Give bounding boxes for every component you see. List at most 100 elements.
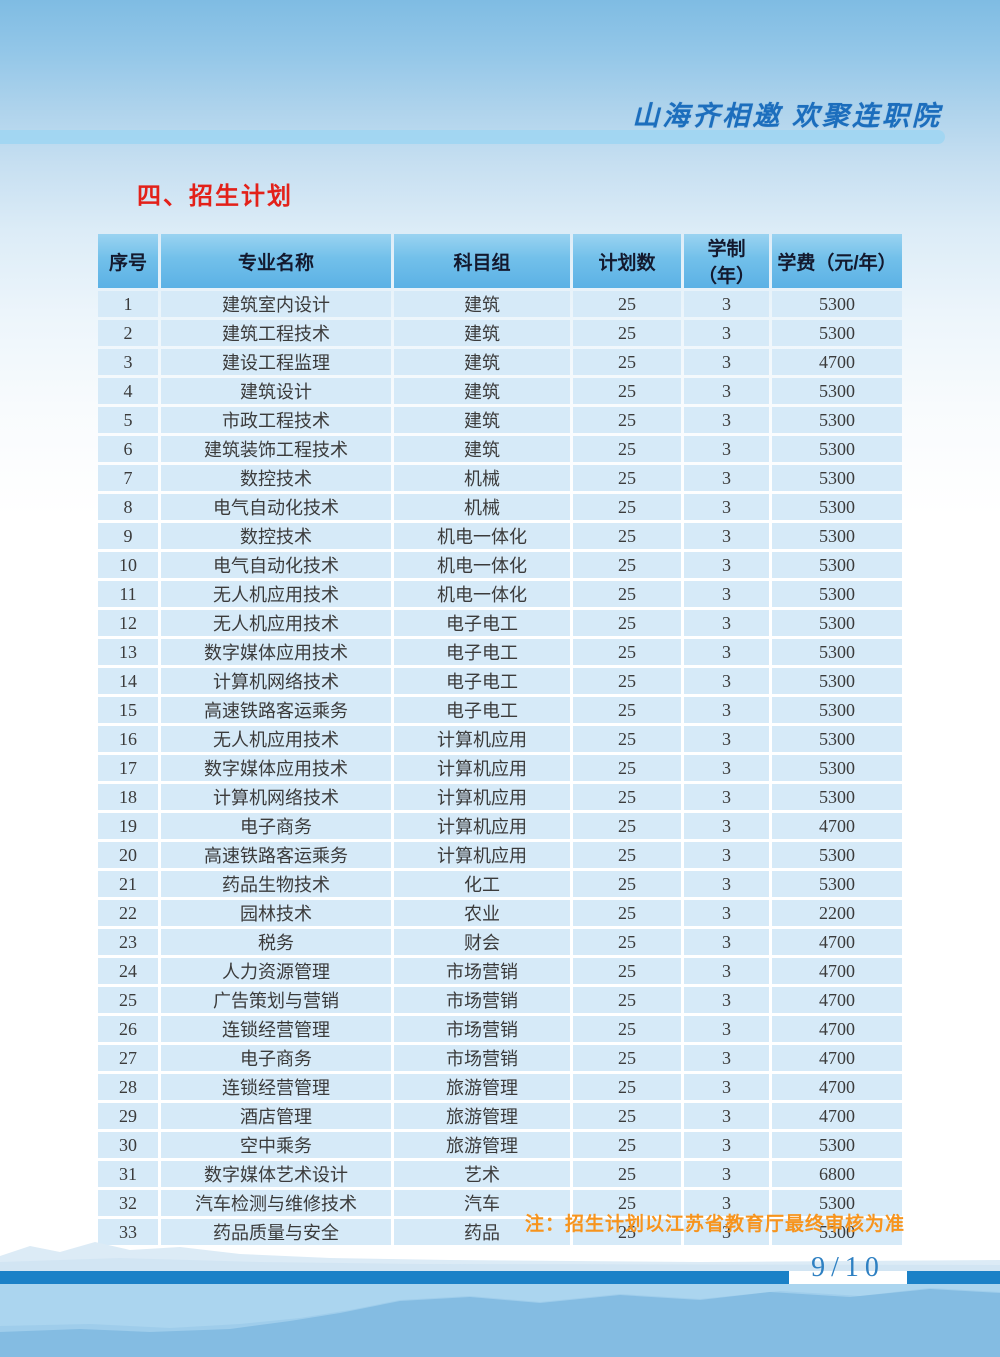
cell-subject-group: 计算机应用: [394, 755, 570, 781]
cell-years: 3: [684, 291, 769, 317]
cell-major: 电子商务: [161, 813, 391, 839]
cell-subject-group: 电子电工: [394, 668, 570, 694]
cell-subject-group: 汽车: [394, 1190, 570, 1216]
cell-plan: 25: [573, 1190, 681, 1216]
cell-fee: 5300: [772, 378, 902, 404]
table-row: 20 高速铁路客运乘务 计算机应用 25 3 5300: [98, 842, 902, 868]
cell-no: 6: [98, 436, 158, 462]
cell-subject-group: 建筑: [394, 320, 570, 346]
cell-subject-group: 市场营销: [394, 958, 570, 984]
cell-major: 电气自动化技术: [161, 494, 391, 520]
cell-fee: 4700: [772, 987, 902, 1013]
cell-subject-group: 药品: [394, 1219, 570, 1245]
cell-fee: 4700: [772, 958, 902, 984]
header-bar: [0, 130, 945, 144]
cell-no: 33: [98, 1219, 158, 1245]
cell-plan: 25: [573, 1045, 681, 1071]
cell-years: 3: [684, 465, 769, 491]
cell-major: 连锁经营管理: [161, 1016, 391, 1042]
table-row: 3 建设工程监理 建筑 25 3 4700: [98, 349, 902, 375]
cell-plan: 25: [573, 842, 681, 868]
table-row: 25 广告策划与营销 市场营销 25 3 4700: [98, 987, 902, 1013]
cell-plan: 25: [573, 958, 681, 984]
cell-subject-group: 市场营销: [394, 1045, 570, 1071]
cell-plan: 25: [573, 581, 681, 607]
cell-plan: 25: [573, 320, 681, 346]
cell-subject-group: 计算机应用: [394, 842, 570, 868]
cell-fee: 5300: [772, 1190, 902, 1216]
cell-subject-group: 机械: [394, 465, 570, 491]
cell-major: 高速铁路客运乘务: [161, 842, 391, 868]
cell-years: 3: [684, 987, 769, 1013]
cell-no: 2: [98, 320, 158, 346]
cell-no: 16: [98, 726, 158, 752]
table-row: 17 数字媒体应用技术 计算机应用 25 3 5300: [98, 755, 902, 781]
cell-no: 17: [98, 755, 158, 781]
table-row: 9 数控技术 机电一体化 25 3 5300: [98, 523, 902, 549]
cell-major: 无人机应用技术: [161, 726, 391, 752]
cell-plan: 25: [573, 610, 681, 636]
cell-major: 数字媒体应用技术: [161, 755, 391, 781]
cell-fee: 5300: [772, 668, 902, 694]
cell-fee: 4700: [772, 1016, 902, 1042]
cell-plan: 25: [573, 552, 681, 578]
cell-subject-group: 机电一体化: [394, 523, 570, 549]
table-row: 8 电气自动化技术 机械 25 3 5300: [98, 494, 902, 520]
cell-years: 3: [684, 726, 769, 752]
enrollment-plan-table: 序号 专业名称 科目组 计划数 学制（年） 学费（元/年） 1 建筑室内设计 建…: [95, 231, 905, 1248]
cell-major: 建筑装饰工程技术: [161, 436, 391, 462]
cell-major: 园林技术: [161, 900, 391, 926]
table-row: 33 药品质量与安全 药品 25 3 5300: [98, 1219, 902, 1245]
table-row: 1 建筑室内设计 建筑 25 3 5300: [98, 291, 902, 317]
cell-major: 数字媒体应用技术: [161, 639, 391, 665]
cell-plan: 25: [573, 465, 681, 491]
table-row: 7 数控技术 机械 25 3 5300: [98, 465, 902, 491]
table-row: 30 空中乘务 旅游管理 25 3 5300: [98, 1132, 902, 1158]
cell-plan: 25: [573, 1161, 681, 1187]
table-row: 26 连锁经营管理 市场营销 25 3 4700: [98, 1016, 902, 1042]
cell-plan: 25: [573, 987, 681, 1013]
cell-major: 建筑设计: [161, 378, 391, 404]
cell-subject-group: 计算机应用: [394, 726, 570, 752]
cell-no: 18: [98, 784, 158, 810]
cell-no: 31: [98, 1161, 158, 1187]
col-header-fee: 学费（元/年）: [772, 234, 902, 288]
cell-subject-group: 建筑: [394, 291, 570, 317]
cell-plan: 25: [573, 726, 681, 752]
table-row: 31 数字媒体艺术设计 艺术 25 3 6800: [98, 1161, 902, 1187]
cell-fee: 5300: [772, 726, 902, 752]
cell-major: 建筑工程技术: [161, 320, 391, 346]
cell-no: 3: [98, 349, 158, 375]
cell-years: 3: [684, 958, 769, 984]
cell-plan: 25: [573, 784, 681, 810]
section-title: 四、招生计划: [137, 183, 293, 210]
cell-no: 5: [98, 407, 158, 433]
cell-subject-group: 建筑: [394, 378, 570, 404]
cell-fee: 4700: [772, 813, 902, 839]
cell-no: 22: [98, 900, 158, 926]
table-row: 22 园林技术 农业 25 3 2200: [98, 900, 902, 926]
cell-subject-group: 农业: [394, 900, 570, 926]
cell-no: 4: [98, 378, 158, 404]
table-row: 13 数字媒体应用技术 电子电工 25 3 5300: [98, 639, 902, 665]
cell-fee: 5300: [772, 755, 902, 781]
cell-subject-group: 旅游管理: [394, 1132, 570, 1158]
cell-no: 28: [98, 1074, 158, 1100]
page-number: 9/10: [811, 1252, 885, 1283]
cell-fee: 4700: [772, 1074, 902, 1100]
cell-fee: 5300: [772, 581, 902, 607]
cell-years: 3: [684, 349, 769, 375]
col-header-no: 序号: [98, 234, 158, 288]
cell-years: 3: [684, 784, 769, 810]
cell-subject-group: 旅游管理: [394, 1103, 570, 1129]
cell-subject-group: 计算机应用: [394, 784, 570, 810]
cell-plan: 25: [573, 755, 681, 781]
cell-plan: 25: [573, 871, 681, 897]
table-row: 19 电子商务 计算机应用 25 3 4700: [98, 813, 902, 839]
cell-no: 30: [98, 1132, 158, 1158]
cell-no: 9: [98, 523, 158, 549]
cell-plan: 25: [573, 349, 681, 375]
cell-years: 3: [684, 668, 769, 694]
cell-years: 3: [684, 610, 769, 636]
cell-no: 1: [98, 291, 158, 317]
